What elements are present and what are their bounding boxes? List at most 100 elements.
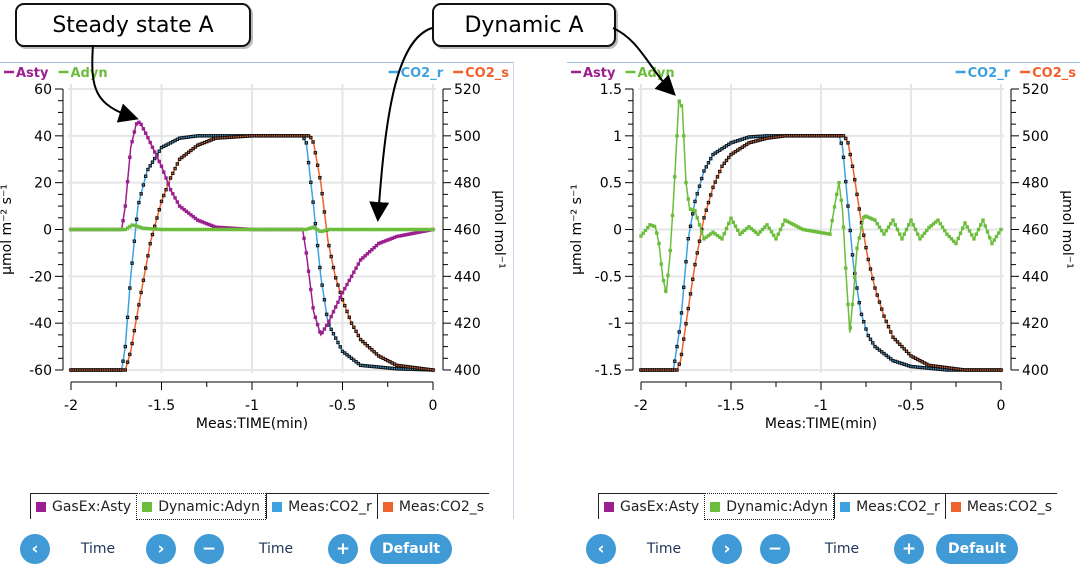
data-point-core [831, 135, 833, 137]
data-point-core [194, 135, 197, 137]
data-point-core [337, 284, 339, 286]
y-tick-label: -1 [608, 316, 622, 332]
x-axis-label: Meas:TIME(min) [765, 416, 877, 432]
data-point-core [732, 141, 734, 143]
data-point [322, 228, 327, 233]
legend-swatch [710, 501, 721, 512]
time-prev-button[interactable]: ‹ [20, 534, 50, 564]
y-tick-label: -20 [29, 269, 52, 285]
legend-item-CO2_r[interactable]: Meas:CO2_r [834, 493, 945, 519]
data-point-core [269, 135, 271, 137]
data-point [715, 233, 720, 238]
data-point-core [160, 200, 163, 203]
data-point-core [350, 322, 353, 324]
data-point-core [425, 368, 427, 370]
data-point [408, 227, 413, 232]
data-point [132, 130, 137, 134]
data-point-core [748, 142, 750, 144]
data-point-core [289, 135, 292, 137]
data-point [850, 302, 855, 307]
time-zoom-in-button[interactable]: + [328, 534, 358, 564]
data-point [281, 227, 286, 232]
time-prev-button[interactable]: ‹ [586, 534, 616, 564]
series-legend: GasEx:Asty Dynamic:Adyn Meas:CO2_r Meas:CO2… [30, 493, 490, 520]
legend-swatch [604, 501, 614, 512]
data-point [365, 252, 370, 256]
legend-item-Asty[interactable]: GasEx:Asty [30, 493, 137, 519]
data-point-core [423, 368, 425, 370]
data-point-core [689, 293, 692, 295]
data-point-core [914, 357, 917, 359]
x-tick-label: -1.5 [148, 398, 175, 414]
data-point [395, 227, 399, 232]
data-point [91, 227, 96, 232]
data-point-core [912, 366, 914, 368]
data-point-core [840, 142, 842, 144]
data-point-core [676, 369, 678, 371]
data-point-core [714, 181, 716, 183]
data-point-core [786, 135, 788, 137]
data-point [733, 224, 738, 228]
legend-item-CO2_s[interactable]: Meas:CO2_s [376, 493, 490, 519]
data-point [374, 243, 379, 248]
time-zoom-out-button[interactable]: − [760, 534, 790, 564]
data-point-core [764, 138, 766, 140]
data-point-core [138, 201, 140, 204]
legend-item-CO2_s[interactable]: Meas:CO2_s [944, 493, 1058, 519]
data-point [419, 229, 424, 234]
legend-item-Asty[interactable]: GasEx:Asty [598, 493, 705, 519]
data-point-core [427, 368, 430, 371]
data-point [415, 227, 419, 232]
data-point-core [402, 365, 405, 367]
y-tick-label: 40 [34, 129, 52, 145]
data-point-core [746, 143, 748, 146]
time-zoom-in-button[interactable]: + [894, 534, 924, 564]
data-point-core [391, 362, 393, 364]
data-point [390, 236, 394, 240]
data-point-core [176, 138, 179, 141]
legend-item-CO2_r[interactable]: Meas:CO2_r [266, 493, 377, 519]
time-next-button[interactable]: › [146, 534, 176, 564]
data-point [431, 227, 435, 232]
data-point-core [905, 364, 908, 366]
data-point [673, 175, 677, 179]
data-point-core [986, 369, 989, 371]
data-point [814, 230, 819, 234]
data-point [938, 221, 942, 226]
data-point [214, 225, 218, 229]
time-next-button[interactable]: › [712, 534, 742, 564]
default-button[interactable]: Default [370, 534, 453, 564]
data-point [82, 227, 87, 232]
data-point [121, 227, 125, 232]
data-point-core [993, 369, 995, 371]
data-point [356, 227, 361, 232]
data-point [148, 140, 152, 145]
data-point [904, 227, 909, 232]
data-point-core [941, 368, 944, 371]
x-tick-label: -1 [245, 398, 259, 414]
data-point-core [420, 367, 423, 370]
data-point [349, 227, 354, 232]
data-point-core [730, 153, 732, 156]
data-point-core [366, 345, 369, 347]
data-point [918, 237, 922, 241]
y-tick-label: -0.5 [595, 269, 622, 285]
data-point [934, 220, 938, 224]
time-zoom-out-button[interactable]: − [194, 534, 224, 564]
legend-label: Meas:CO2_r [288, 498, 372, 515]
data-point-core [732, 152, 734, 154]
data-point [395, 234, 399, 239]
data-point-core [815, 135, 818, 137]
data-point [864, 214, 868, 218]
default-button[interactable]: Default [936, 534, 1019, 564]
data-point-core [172, 172, 174, 174]
data-point [377, 227, 381, 232]
data-point [778, 227, 783, 232]
data-point [958, 231, 963, 235]
data-point [781, 223, 785, 227]
legend-label: Meas:CO2_s [966, 498, 1053, 515]
data-point [985, 230, 990, 234]
data-point-core [353, 326, 355, 328]
data-point-core [192, 135, 194, 138]
data-point [891, 218, 895, 222]
